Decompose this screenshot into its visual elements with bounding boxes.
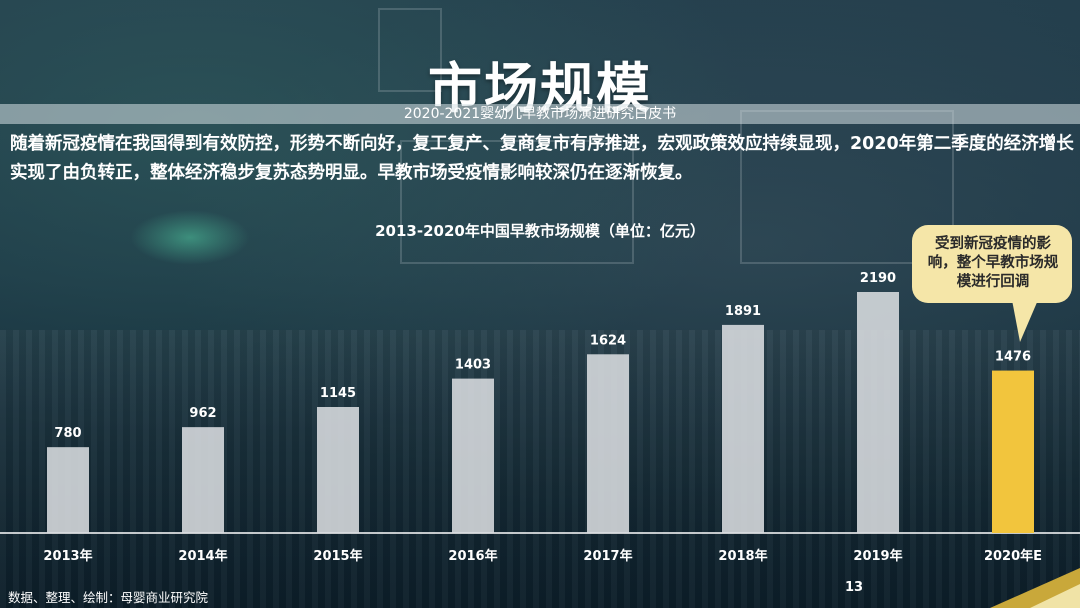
data-label: 1403 [455,358,491,373]
data-label: 962 [189,406,216,421]
data-label: 1476 [995,350,1031,365]
callout-tail [1012,300,1038,342]
source-note: 数据、整理、绘制：母婴商业研究院 [8,590,209,605]
page-subtitle: 2020-2021婴幼儿早教市场演进研究白皮书 [403,106,677,122]
x-tick-label: 2013年 [43,548,92,564]
bar-2013年 [47,447,89,533]
x-tick-label: 2019年 [853,548,902,564]
x-tick-label: 2014年 [178,548,227,564]
data-label: 1624 [590,333,626,348]
callout-text: 受到新冠疫情的影响，整个早教市场规模进行回调 [927,236,1059,290]
data-label: 1145 [320,386,356,401]
chart-title: 2013-2020年中国早教市场规模（单位：亿元） [375,222,705,240]
callout-bubble [912,225,1072,303]
data-label: 2190 [860,271,896,286]
bar-2020年E [992,370,1034,533]
x-tick-label: 2016年 [448,548,497,564]
bar-2014年 [182,427,224,533]
bar-2015年 [317,406,359,533]
x-tick-label: 2017年 [583,548,632,564]
x-tick-label: 2020年E [984,548,1042,564]
x-tick-label: 2018年 [718,548,767,564]
intro-paragraph: 随着新冠疫情在我国得到有效防控，形势不断向好，复工复产、复商复市有序推进，宏观政… [10,134,1074,183]
bar-2018年 [722,324,764,533]
stage-light [130,210,250,265]
bar-2017年 [587,354,629,533]
page-number: 13 [845,580,864,595]
x-tick-label: 2015年 [313,548,362,564]
stage-truss [378,8,442,92]
data-label: 1891 [725,304,761,319]
stage-truss [400,140,634,264]
bar-2016年 [452,378,494,533]
corner-decoration-light [1030,584,1080,608]
crowd-backdrop [0,330,1080,608]
data-label: 780 [54,426,81,441]
subtitle-band [0,104,1080,124]
bar-2019年 [857,292,899,533]
